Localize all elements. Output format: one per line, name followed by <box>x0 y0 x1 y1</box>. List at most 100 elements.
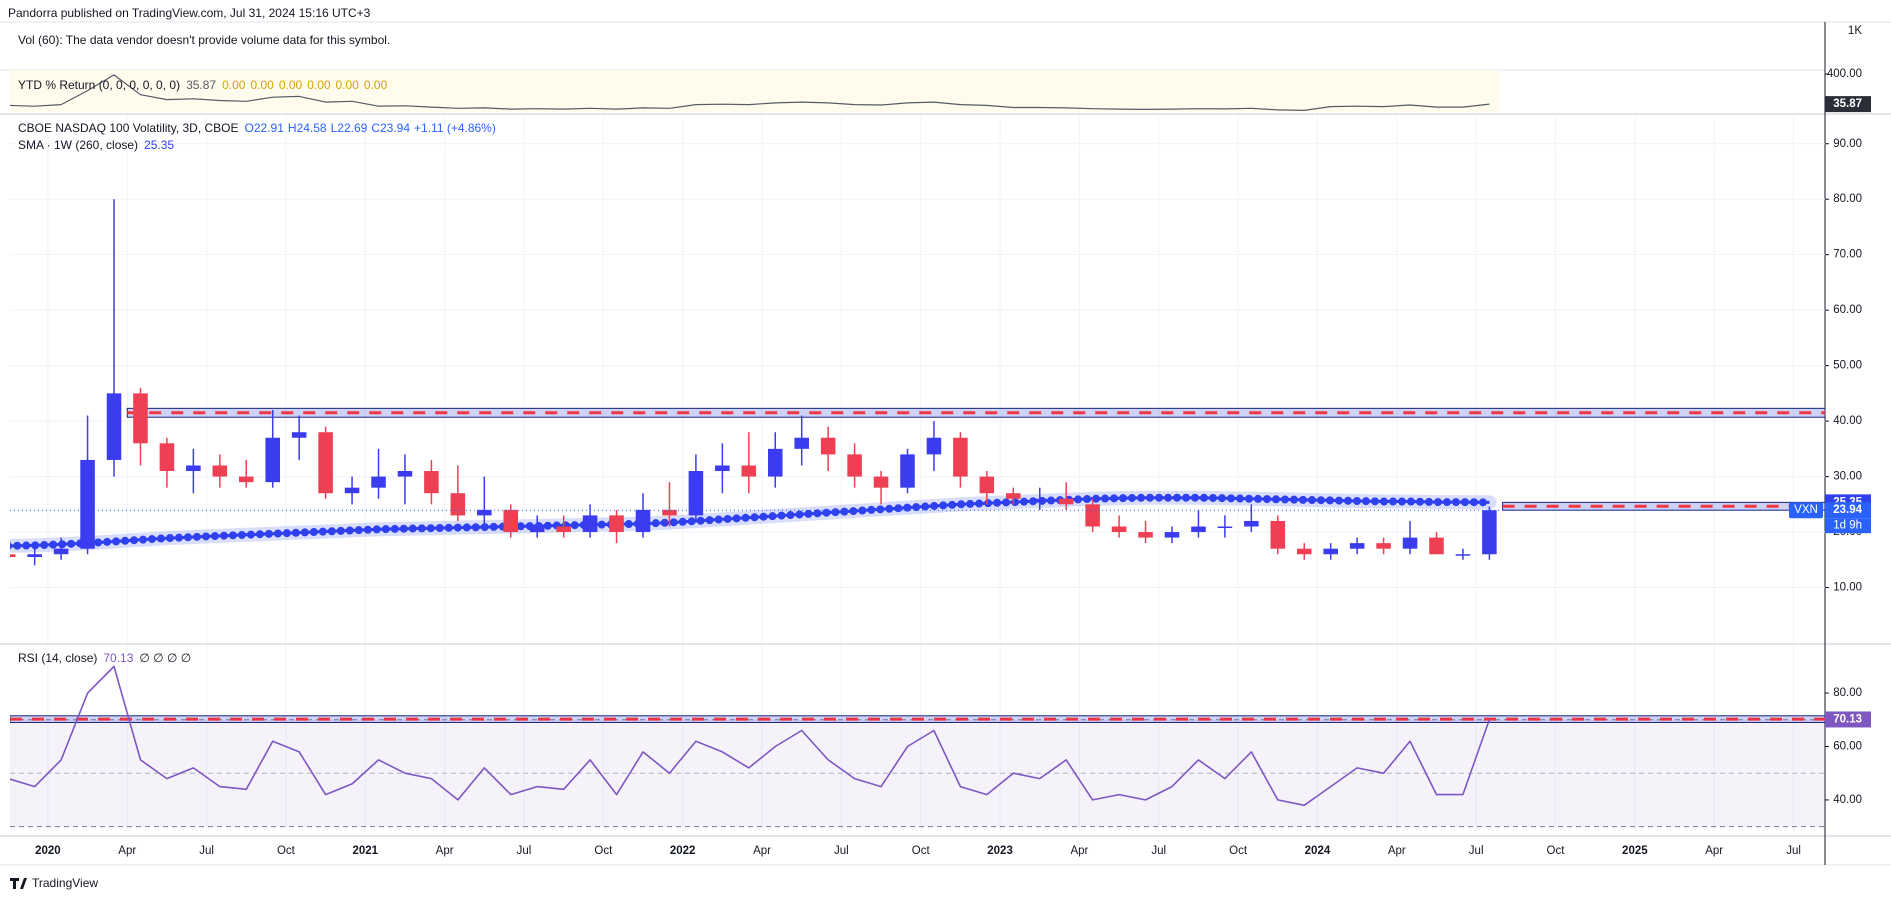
candle-body <box>953 437 968 477</box>
candle-body <box>609 515 624 533</box>
value-label-box <box>1825 96 1871 113</box>
candle-body <box>1429 537 1444 555</box>
sma-name: SMA · 1W (260, close) <box>18 138 138 152</box>
rsi-title: RSI (14, close) <box>18 651 97 665</box>
x-tick-label: Apr <box>753 845 771 857</box>
x-tick-label: Jul <box>834 845 849 857</box>
ytd-value: 0.00 <box>364 78 388 92</box>
candle-body <box>582 515 598 533</box>
x-tick-label: Apr <box>1070 845 1088 857</box>
candle-body <box>1482 510 1497 555</box>
price-label-box <box>1825 502 1871 519</box>
ohlc-label: O22.91 <box>245 121 285 135</box>
ytd-title: YTD % Return (0, 0, 0, 0, 0, 0) <box>18 78 180 92</box>
x-tick-label: Apr <box>118 845 136 857</box>
candle-body <box>1164 532 1180 538</box>
candle-body <box>1006 493 1021 499</box>
candle-body <box>1296 548 1312 555</box>
rsi-line <box>10 665 1491 807</box>
candle-body <box>794 437 809 449</box>
ytd-value: 35.87 <box>186 78 216 92</box>
x-tick-label: Apr <box>1388 845 1406 857</box>
x-tick-label: Apr <box>436 845 454 857</box>
x-tick-label: Jul <box>199 845 214 857</box>
candle-body <box>238 476 254 483</box>
y-tick-label: 90.00 <box>1833 138 1862 150</box>
candle-body <box>1138 532 1153 538</box>
brand-logo <box>10 878 27 889</box>
candle-body <box>1032 498 1048 501</box>
y-tick-label: 10.00 <box>1833 582 1862 594</box>
candle-body <box>1376 543 1391 549</box>
countdown: 1d 9h <box>1833 520 1862 532</box>
candle-body <box>106 393 122 460</box>
candle-body <box>1323 548 1338 555</box>
candle-body <box>715 465 730 472</box>
candle-body <box>1455 554 1471 556</box>
x-tick-label: 2022 <box>670 845 696 857</box>
rsi-extras: ∅ ∅ ∅ ∅ <box>139 651 191 665</box>
level-zone <box>126 407 1825 418</box>
candle-body <box>1270 520 1286 549</box>
y-tick-label: 70.00 <box>1833 249 1862 261</box>
main-legend: CBOE NASDAQ 100 Volatility, 3D, CBOE O22.… <box>18 121 496 135</box>
x-tick-label: 2024 <box>1305 845 1331 857</box>
x-tick-label: 2023 <box>987 845 1013 857</box>
ytd-value: 0.00 <box>250 78 274 92</box>
candle-body <box>159 443 175 472</box>
candle-body <box>1217 526 1233 529</box>
candle-body <box>1058 498 1074 505</box>
candle-body <box>212 465 228 477</box>
price-label: 23.94 <box>1833 504 1862 516</box>
countdown-box <box>1825 518 1871 534</box>
x-tick-label: Oct <box>1547 845 1566 857</box>
candle-body <box>503 509 519 533</box>
ohlc-label: H24.58 <box>288 121 327 135</box>
value-label-box <box>1825 711 1871 728</box>
candle-body <box>926 437 942 455</box>
ytd-value: 0.00 <box>279 78 303 92</box>
sma-dots <box>10 493 1494 550</box>
value-label: 35.87 <box>1833 98 1862 110</box>
candle-body <box>27 554 42 558</box>
ytd-legend: YTD % Return (0, 0, 0, 0, 0, 0) 35.87 0.00… <box>18 78 388 92</box>
candle-body <box>741 465 757 477</box>
candle-body <box>265 437 280 483</box>
candle-body <box>1111 526 1127 533</box>
y-tick-label: 40.00 <box>1833 415 1862 427</box>
symbol-box <box>1789 502 1823 519</box>
x-tick-label: Jul <box>1469 845 1484 857</box>
candle-body <box>397 471 413 477</box>
candle-body <box>80 459 95 549</box>
ohlc-label: L22.69 <box>331 121 368 135</box>
candle-body <box>847 454 862 477</box>
candle-body <box>450 493 466 516</box>
y-tick-label: 30.00 <box>1833 471 1862 483</box>
volume-axis-label: 1K <box>1848 25 1862 37</box>
candle-body <box>820 437 836 455</box>
ohlc-label: +1.11 (+4.86%) <box>414 121 496 135</box>
candle-body <box>10 554 16 558</box>
candle-body <box>1349 543 1365 549</box>
x-tick-label: 2025 <box>1622 845 1648 857</box>
x-tick-label: Jul <box>1151 845 1166 857</box>
value-label: 70.13 <box>1833 713 1862 725</box>
candle-body <box>1402 537 1418 549</box>
candle-body <box>424 471 439 494</box>
candle-body <box>979 476 995 494</box>
candle-body <box>635 509 651 533</box>
x-tick-label: Jul <box>517 845 532 857</box>
candle-body <box>186 465 201 472</box>
published-note: Pandorra published on TradingView.com, J… <box>8 6 371 20</box>
candle-body <box>873 476 889 488</box>
sma-legend: SMA · 1W (260, close) 25.35 <box>18 138 174 152</box>
candle-body <box>1191 526 1206 533</box>
y-tick-label: 60.00 <box>1833 304 1862 316</box>
x-tick-label: Oct <box>1229 845 1248 857</box>
main-title: CBOE NASDAQ 100 Volatility, 3D, CBOE <box>18 121 239 135</box>
brand: TradingView <box>10 876 98 890</box>
x-tick-label: Oct <box>912 845 931 857</box>
candle-body <box>1085 504 1100 527</box>
